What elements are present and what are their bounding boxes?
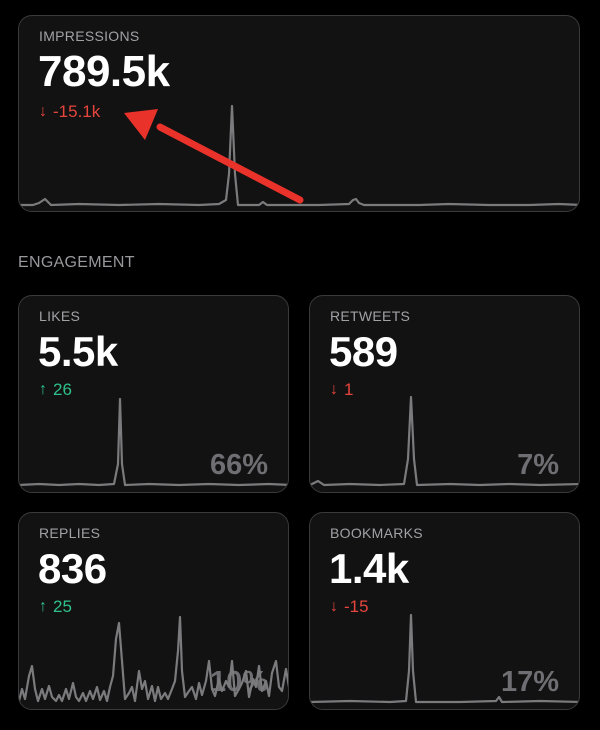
impressions-sparkline bbox=[19, 104, 579, 207]
likes-value: 5.5k bbox=[38, 328, 118, 375]
likes-label: LIKES bbox=[39, 308, 81, 324]
bookmarks-delta: ↓ -15 bbox=[330, 597, 369, 617]
impressions-delta: ↓ -15.1k bbox=[39, 102, 100, 122]
replies-delta-value: 25 bbox=[53, 597, 72, 616]
impressions-delta-value: -15.1k bbox=[53, 102, 101, 121]
replies-card[interactable]: REPLIES 836 ↑ 25 10% bbox=[18, 512, 289, 710]
retweets-delta: ↓ 1 bbox=[330, 380, 353, 400]
retweets-delta-value: 1 bbox=[344, 380, 354, 399]
retweets-value: 589 bbox=[329, 328, 398, 375]
arrow-up-icon: ↑ bbox=[39, 598, 47, 615]
impressions-value: 789.5k bbox=[38, 47, 170, 96]
impressions-label: IMPRESSIONS bbox=[39, 28, 140, 44]
arrow-down-icon: ↓ bbox=[39, 103, 47, 120]
replies-value: 836 bbox=[38, 545, 107, 592]
bookmarks-card[interactable]: BOOKMARKS 1.4k ↓ -15 17% bbox=[309, 512, 580, 710]
bookmarks-value: 1.4k bbox=[329, 545, 409, 592]
likes-delta: ↑ 26 bbox=[39, 380, 72, 400]
likes-delta-value: 26 bbox=[53, 380, 72, 399]
bookmarks-sparkline-line bbox=[310, 613, 579, 704]
arrow-down-icon: ↓ bbox=[330, 381, 338, 398]
replies-label: REPLIES bbox=[39, 525, 101, 541]
impressions-card[interactable]: IMPRESSIONS 789.5k ↓ -15.1k bbox=[18, 15, 580, 212]
retweets-sparkline-line bbox=[310, 395, 579, 487]
arrow-up-icon: ↑ bbox=[39, 381, 47, 398]
arrow-down-icon: ↓ bbox=[330, 598, 338, 615]
bookmarks-delta-value: -15 bbox=[344, 597, 369, 616]
likes-sparkline-line bbox=[19, 397, 288, 487]
impressions-sparkline-line bbox=[19, 104, 579, 207]
replies-sparkline bbox=[19, 615, 288, 703]
likes-card[interactable]: LIKES 5.5k ↑ 26 66% bbox=[18, 295, 289, 493]
bookmarks-sparkline bbox=[310, 613, 579, 704]
likes-percent: 66% bbox=[209, 449, 268, 481]
replies-sparkline-line bbox=[19, 615, 288, 703]
bookmarks-label: BOOKMARKS bbox=[330, 525, 423, 541]
likes-sparkline bbox=[19, 397, 288, 487]
retweets-percent: 7% bbox=[517, 449, 559, 481]
retweets-label: RETWEETS bbox=[330, 308, 411, 324]
retweets-sparkline bbox=[310, 395, 579, 487]
retweets-card[interactable]: RETWEETS 589 ↓ 1 7% bbox=[309, 295, 580, 493]
engagement-section-title: ENGAGEMENT bbox=[18, 254, 135, 271]
replies-delta: ↑ 25 bbox=[39, 597, 72, 617]
bookmarks-percent: 17% bbox=[500, 666, 559, 698]
